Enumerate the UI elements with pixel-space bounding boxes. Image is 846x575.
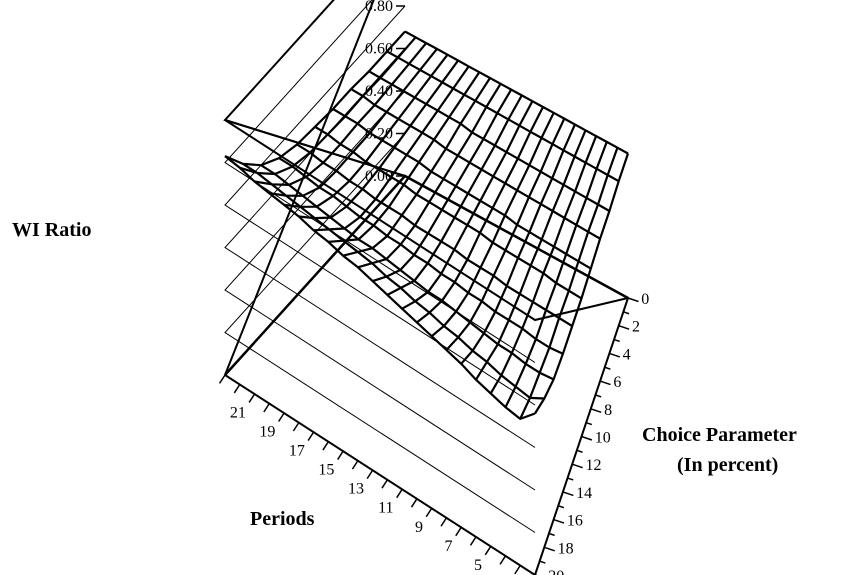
period-tick [322,441,329,451]
x-axis-title: Periods [250,508,315,530]
period-tick [410,498,418,508]
choice-tick-label: 14 [576,485,592,502]
choice-tick-label: 12 [585,457,601,474]
z-gridline-6 [224,0,536,321]
z-gridline-2 [224,90,536,491]
period-tick [381,479,389,489]
chart-walls [223,0,631,575]
z-gridline-4 [224,5,536,406]
choice-tick-label: 8 [604,402,612,419]
z-tick-label: 0.60 [365,41,393,58]
surface-line-period-5 [489,135,598,394]
y-axis-title-line-2: (In percent) [677,454,778,476]
period-tick [455,526,462,537]
z-gridline-5 [224,0,536,363]
period-tick [469,536,477,546]
axis-ticks [218,5,639,575]
period-tick [337,450,344,461]
period-tick-label: 19 [259,424,275,441]
z-gridline-1 [224,133,536,533]
period-tick [499,555,507,565]
choice-tick-label: 10 [595,430,611,447]
choice-tick [623,311,630,315]
choice-tick [567,477,574,481]
period-tick [218,374,226,384]
z-tick-label: 0.40 [365,83,393,100]
choice-tick [613,338,620,343]
period-tick [307,431,315,441]
period-tick-label: 21 [230,404,246,421]
surface-line-choice-16 [260,164,555,381]
period-tick-label: 5 [474,557,482,574]
z-tick-label: 0.00 [365,168,393,185]
surface-mesh [224,30,630,420]
choice-tick [595,394,602,398]
period-tick-label: 13 [348,481,364,498]
period-tick [263,403,270,413]
period-tick [351,460,359,470]
period-tick-label: 7 [445,538,453,555]
period-tick [396,488,403,499]
period-tick [440,517,448,527]
z-gridline-3 [224,48,536,448]
choice-tick [539,560,546,564]
period-tick [292,422,300,432]
choice-tick-label: 6 [613,374,621,391]
y-axis-title-line-1: Choice Parameter [642,424,797,446]
z-tick-label: 0.20 [365,126,393,143]
choice-tick [558,505,565,509]
surface-line-choice-8 [332,108,592,270]
choice-tick [581,435,593,441]
period-tick-label: 17 [289,443,305,460]
choice-tick [609,352,621,358]
choice-tick-label: 20 [548,568,564,575]
choice-tick [599,380,611,386]
choice-tick [571,463,583,469]
z-gridlines [224,0,536,533]
surface-line-choice-12 [296,143,573,328]
choice-tick [618,324,630,330]
choice-tick [562,491,574,497]
choice-tick [548,532,555,537]
surface-line-choice-18 [242,162,545,400]
choice-tick-label: 18 [558,540,574,557]
surface-line-choice-4 [368,70,610,212]
tick-labels: 0.000.200.400.600.801.001.20211917151311… [230,0,649,575]
choice-tick [576,449,583,453]
period-tick-label: 15 [318,462,334,479]
surface-line-period-10 [416,106,544,324]
period-tick-label: 11 [378,500,393,517]
surface-line-choice-14 [278,157,564,355]
period-tick [514,565,521,575]
choice-tick-label: 16 [567,513,583,530]
choice-tick-label: 4 [623,346,631,363]
choice-tick-label: 0 [641,291,649,308]
surface-line-choice-6 [350,88,601,240]
choice-tick [627,297,639,303]
surface-line-choice-20 [224,155,536,420]
choice-tick-label: 2 [632,319,640,336]
surface-line-choice-0 [404,30,629,155]
period-tick [425,507,433,518]
choice-tick [590,408,602,414]
period-tick [248,393,256,403]
surface-line-choice-10 [314,125,583,300]
period-tick [366,469,374,480]
choice-tick [585,421,593,426]
period-tick [233,384,241,394]
z-axis-title: WI Ratio [12,219,91,241]
choice-tick [553,518,565,524]
period-tick [277,412,285,422]
z-tick-label: 0.80 [365,0,393,15]
period-tick [484,546,492,556]
period-tick-label: 9 [415,519,423,536]
surface-line-choice-2 [386,50,620,183]
choice-tick [544,546,555,552]
choice-tick [604,366,611,370]
